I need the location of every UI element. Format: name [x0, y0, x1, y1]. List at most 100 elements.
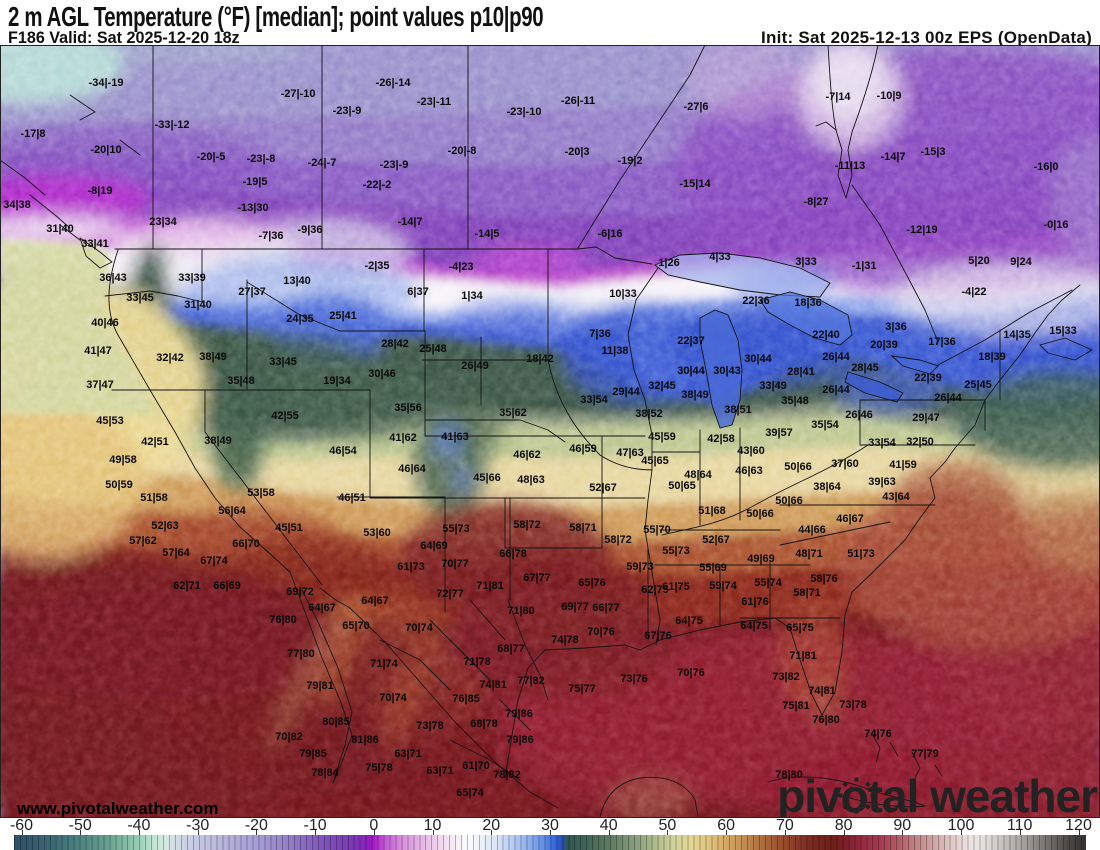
svg-text:69|72: 69|72 — [286, 586, 314, 598]
svg-text:-10|9: -10|9 — [876, 90, 901, 102]
svg-text:22|40: 22|40 — [812, 329, 840, 341]
svg-text:35|54: 35|54 — [811, 419, 839, 431]
svg-text:10|33: 10|33 — [609, 288, 637, 300]
svg-text:64|75: 64|75 — [740, 620, 768, 632]
svg-text:35|56: 35|56 — [394, 402, 422, 414]
svg-text:29|44: 29|44 — [612, 386, 640, 398]
svg-text:52|63: 52|63 — [151, 520, 179, 532]
svg-text:68|77: 68|77 — [497, 643, 525, 655]
svg-text:-1|31: -1|31 — [851, 260, 876, 272]
svg-text:74|76: 74|76 — [864, 728, 892, 740]
svg-text:38|49: 38|49 — [681, 389, 709, 401]
svg-text:48|63: 48|63 — [517, 474, 545, 486]
svg-text:4|33: 4|33 — [709, 251, 730, 263]
svg-text:46|51: 46|51 — [338, 492, 366, 504]
svg-text:77|82: 77|82 — [517, 675, 545, 687]
svg-text:45|53: 45|53 — [96, 415, 124, 427]
svg-text:-34|-19: -34|-19 — [89, 77, 124, 89]
svg-text:-7|14: -7|14 — [825, 91, 851, 103]
svg-text:77|80: 77|80 — [287, 648, 315, 660]
svg-text:32|50: 32|50 — [906, 436, 934, 448]
svg-text:-26|-11: -26|-11 — [561, 95, 595, 107]
svg-text:74|78: 74|78 — [551, 634, 579, 646]
svg-text:62|75: 62|75 — [641, 584, 669, 596]
svg-text:25|45: 25|45 — [964, 379, 992, 391]
svg-text:30|44: 30|44 — [744, 353, 772, 365]
svg-text:65|76: 65|76 — [578, 577, 606, 589]
svg-text:71|74: 71|74 — [370, 658, 398, 670]
svg-text:43|60: 43|60 — [737, 445, 765, 457]
svg-text:14|35: 14|35 — [1003, 329, 1031, 341]
svg-text:5|20: 5|20 — [968, 255, 989, 267]
svg-text:42|51: 42|51 — [141, 436, 169, 448]
svg-text:41|47: 41|47 — [84, 345, 112, 357]
svg-text:39|63: 39|63 — [868, 476, 896, 488]
svg-text:55|74: 55|74 — [754, 577, 782, 589]
svg-text:38|49: 38|49 — [204, 435, 232, 447]
svg-text:-24|-7: -24|-7 — [308, 157, 337, 169]
svg-text:78|80: 78|80 — [775, 769, 803, 781]
svg-text:3|33: 3|33 — [795, 256, 816, 268]
svg-text:79|85: 79|85 — [299, 748, 327, 760]
svg-text:67|74: 67|74 — [200, 555, 228, 567]
svg-text:73|76: 73|76 — [620, 673, 648, 685]
svg-text:28|45: 28|45 — [851, 362, 879, 374]
svg-text:38|64: 38|64 — [813, 481, 841, 493]
svg-text:30|43: 30|43 — [713, 365, 741, 377]
svg-text:47|63: 47|63 — [616, 447, 644, 459]
svg-text:65|75: 65|75 — [786, 622, 814, 634]
svg-text:-8|27: -8|27 — [803, 196, 828, 208]
svg-text:57|62: 57|62 — [129, 535, 157, 547]
svg-text:66|70: 66|70 — [232, 538, 260, 550]
svg-text:55|73: 55|73 — [442, 523, 470, 535]
svg-text:71|81: 71|81 — [789, 650, 817, 662]
svg-text:27|37: 27|37 — [238, 286, 266, 298]
svg-text:45|59: 45|59 — [648, 431, 676, 443]
svg-text:80|85: 80|85 — [322, 716, 350, 728]
svg-text:3|36: 3|36 — [885, 321, 906, 333]
svg-text:www.pivotalweather.com: www.pivotalweather.com — [16, 799, 219, 818]
svg-text:11|38: 11|38 — [602, 345, 629, 357]
svg-text:-14|5: -14|5 — [474, 228, 499, 240]
svg-text:-4|22: -4|22 — [961, 286, 986, 298]
svg-text:-23|-11: -23|-11 — [417, 96, 451, 108]
svg-text:52|67: 52|67 — [702, 534, 730, 546]
svg-text:68|78: 68|78 — [470, 718, 498, 730]
svg-text:13|40: 13|40 — [283, 275, 311, 287]
svg-text:46|59: 46|59 — [569, 443, 597, 455]
svg-text:35|48: 35|48 — [781, 395, 809, 407]
svg-text:26|44: 26|44 — [822, 351, 850, 363]
svg-text:49|58: 49|58 — [109, 454, 137, 466]
svg-text:33|45: 33|45 — [126, 292, 154, 304]
svg-text:41|63: 41|63 — [441, 431, 469, 443]
svg-text:55|69: 55|69 — [699, 562, 727, 574]
svg-text:65|74: 65|74 — [456, 787, 484, 799]
svg-text:-0|16: -0|16 — [1043, 219, 1068, 231]
svg-text:53|58: 53|58 — [247, 487, 275, 499]
svg-text:-11|13: -11|13 — [835, 160, 866, 172]
svg-text:24|35: 24|35 — [286, 313, 314, 325]
svg-text:28|42: 28|42 — [381, 338, 409, 350]
svg-text:46|62: 46|62 — [513, 449, 541, 461]
svg-text:26|44: 26|44 — [822, 384, 850, 396]
svg-text:81|86: 81|86 — [351, 734, 379, 746]
svg-text:66|77: 66|77 — [592, 602, 620, 614]
svg-text:-12|19: -12|19 — [906, 224, 937, 236]
svg-text:25|48: 25|48 — [419, 343, 447, 355]
svg-text:45|65: 45|65 — [641, 455, 669, 467]
svg-text:7|36: 7|36 — [589, 328, 610, 340]
svg-text:50|66: 50|66 — [775, 495, 803, 507]
svg-text:70|77: 70|77 — [441, 558, 469, 570]
svg-text:-16|0: -16|0 — [1033, 161, 1058, 173]
svg-text:76|85: 76|85 — [452, 693, 480, 705]
svg-text:70|76: 70|76 — [677, 667, 705, 679]
svg-text:31|40: 31|40 — [46, 223, 74, 235]
svg-text:48|71: 48|71 — [795, 548, 823, 560]
svg-text:71|80: 71|80 — [507, 605, 535, 617]
svg-text:18|42: 18|42 — [526, 353, 554, 365]
svg-text:75|81: 75|81 — [782, 700, 810, 712]
svg-text:76|80: 76|80 — [812, 714, 840, 726]
svg-text:76|80: 76|80 — [269, 614, 297, 626]
svg-text:57|64: 57|64 — [162, 547, 190, 559]
svg-text:20|39: 20|39 — [870, 339, 898, 351]
